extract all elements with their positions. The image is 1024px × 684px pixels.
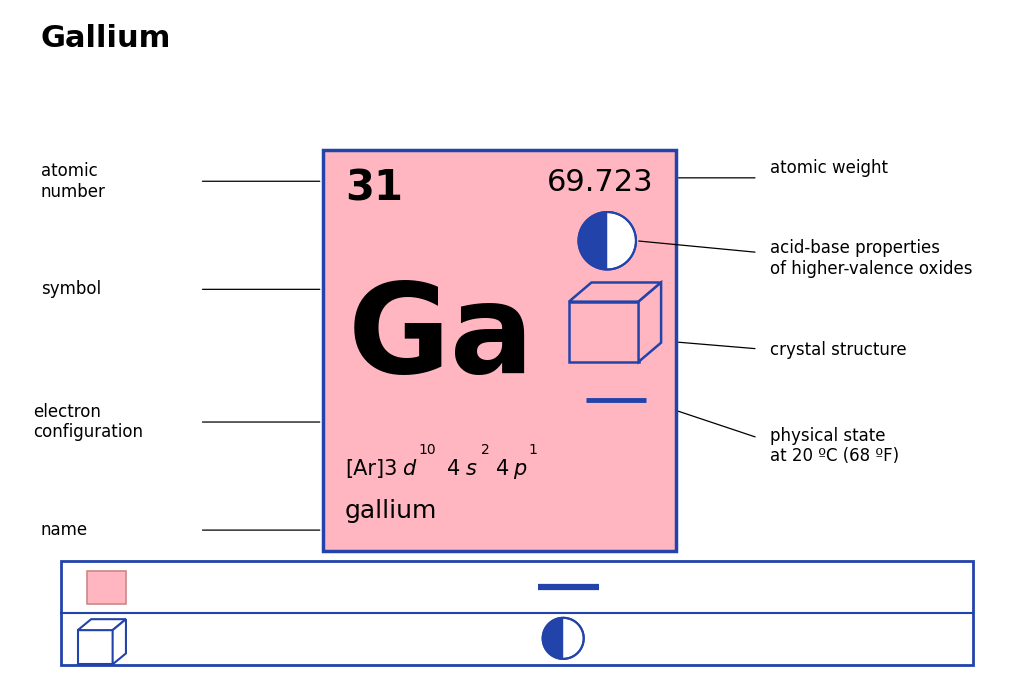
Text: Other metals: Other metals <box>144 579 262 596</box>
Text: name: name <box>41 521 88 539</box>
Polygon shape <box>579 212 636 269</box>
Text: 4: 4 <box>447 459 461 479</box>
Text: [Ar]3: [Ar]3 <box>345 459 397 479</box>
Polygon shape <box>113 619 126 664</box>
FancyBboxPatch shape <box>323 150 676 551</box>
Polygon shape <box>543 618 563 659</box>
Text: atomic weight: atomic weight <box>770 159 888 176</box>
Text: 4: 4 <box>496 459 509 479</box>
Text: 10: 10 <box>419 443 436 457</box>
Text: Gallium: Gallium <box>41 24 171 53</box>
Text: 1: 1 <box>528 443 538 457</box>
Text: symbol: symbol <box>41 280 101 298</box>
Text: physical state
at 20 ºC (68 ºF): physical state at 20 ºC (68 ºF) <box>770 427 899 465</box>
Polygon shape <box>78 619 126 630</box>
Polygon shape <box>543 618 584 659</box>
Text: atomic
number: atomic number <box>41 162 105 200</box>
Text: Equal relative strength: Equal relative strength <box>602 629 808 647</box>
Text: 31: 31 <box>345 168 403 209</box>
FancyBboxPatch shape <box>61 561 973 665</box>
Text: crystal structure: crystal structure <box>770 341 906 359</box>
Text: acid-base properties
of higher-valence oxides: acid-base properties of higher-valence o… <box>770 239 973 278</box>
FancyBboxPatch shape <box>87 571 126 604</box>
Polygon shape <box>639 282 662 362</box>
Text: p: p <box>513 459 526 479</box>
Text: Orthorhombic: Orthorhombic <box>139 629 264 647</box>
Text: d: d <box>402 459 416 479</box>
Polygon shape <box>569 282 662 302</box>
Text: Ga: Ga <box>348 278 536 399</box>
Text: gallium: gallium <box>345 499 437 523</box>
Text: s: s <box>466 459 477 479</box>
Bar <box>569 302 639 362</box>
Polygon shape <box>579 212 607 269</box>
Bar <box>78 630 113 664</box>
Text: Solid: Solid <box>614 579 658 596</box>
Text: 69.723: 69.723 <box>547 168 653 196</box>
Text: electron
configuration: electron configuration <box>33 403 142 441</box>
Text: 2: 2 <box>481 443 490 457</box>
